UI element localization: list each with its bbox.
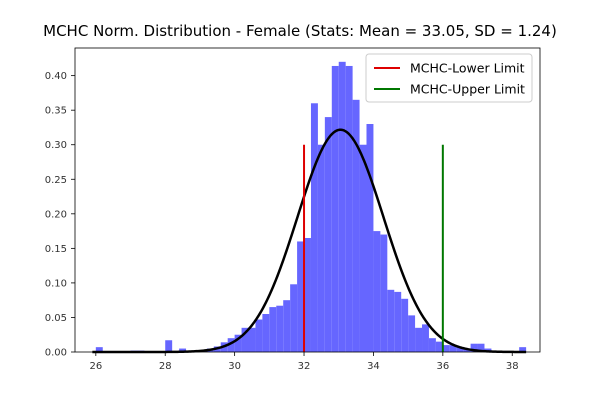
- histogram-bars: [95, 61, 527, 353]
- y-tick-label: 0.30: [45, 140, 67, 151]
- histogram-bar: [331, 65, 339, 353]
- y-tick-label: 0.15: [45, 244, 67, 255]
- histogram-bar: [276, 305, 284, 352]
- histogram-bar: [449, 345, 457, 352]
- legend: MCHC-Lower Limit MCHC-Upper Limit: [365, 53, 533, 103]
- histogram-bar: [262, 314, 270, 352]
- axes: 26 28 30 32 34 36 38 0.00 0.05 0.10 0.15 0.20 0.25 0.…: [45, 47, 541, 372]
- histogram-bar: [227, 338, 235, 352]
- histogram-bar: [470, 343, 478, 352]
- x-tick-label: 36: [436, 361, 449, 372]
- chart-title: MCHC Norm. Distribution - Female (Stats:…: [43, 22, 557, 40]
- x-tick-label: 26: [89, 361, 102, 372]
- y-tick-label: 0.20: [45, 209, 67, 220]
- histogram-bar: [380, 234, 388, 352]
- histogram-bar: [477, 343, 485, 352]
- histogram-bar: [310, 103, 318, 352]
- histogram-bar: [179, 348, 187, 352]
- x-tick-label: 38: [506, 361, 519, 372]
- y-tick-label: 0.00: [45, 348, 67, 359]
- x-tick-label: 28: [159, 361, 172, 372]
- histogram-bar: [373, 231, 381, 352]
- y-tick-label: 0.25: [45, 175, 67, 186]
- histogram-bar: [366, 124, 374, 352]
- histogram-bar: [255, 319, 263, 352]
- histogram-bar: [317, 144, 325, 352]
- x-tick-label: 34: [367, 361, 380, 372]
- histogram-bar: [422, 324, 429, 352]
- y-tick-label: 0.10: [45, 278, 67, 289]
- limit-lines: [303, 144, 444, 352]
- histogram-bar: [283, 300, 291, 352]
- y-tick-label: 0.40: [45, 71, 67, 82]
- histogram-bar: [338, 61, 346, 353]
- histogram-bar: [345, 65, 353, 353]
- histogram-bar: [324, 117, 332, 352]
- histogram-bar: [359, 144, 367, 352]
- histogram-bar: [428, 338, 436, 352]
- plot-frame: [74, 47, 541, 353]
- histogram-bar: [435, 341, 443, 352]
- histogram-bar: [519, 347, 527, 352]
- histogram-bar: [415, 327, 423, 352]
- histogram-bar: [394, 291, 402, 352]
- histogram-bar: [442, 345, 450, 352]
- histogram-bar: [387, 289, 395, 352]
- histogram-bar: [290, 284, 298, 352]
- legend-label: MCHC-Upper Limit: [410, 82, 525, 97]
- histogram-bar: [165, 340, 173, 352]
- legend-label: MCHC-Lower Limit: [410, 61, 525, 76]
- y-tick-label: 0.05: [45, 313, 67, 324]
- histogram-bar: [248, 327, 256, 352]
- histogram-bar: [352, 99, 360, 353]
- histogram-bar: [456, 347, 464, 352]
- legend-box: [365, 53, 533, 103]
- y-tick-label: 0.35: [45, 106, 67, 117]
- histogram-bar: [304, 238, 311, 352]
- histogram-bar: [95, 347, 103, 352]
- histogram-bar: [241, 327, 249, 352]
- histogram-bar: [269, 307, 277, 352]
- histogram-bar: [297, 241, 305, 352]
- histogram-bar: [401, 298, 409, 352]
- x-tick-label: 32: [298, 361, 311, 372]
- histogram-bar: [408, 315, 416, 352]
- histogram-bar: [234, 334, 242, 352]
- x-tick-label: 30: [228, 361, 241, 372]
